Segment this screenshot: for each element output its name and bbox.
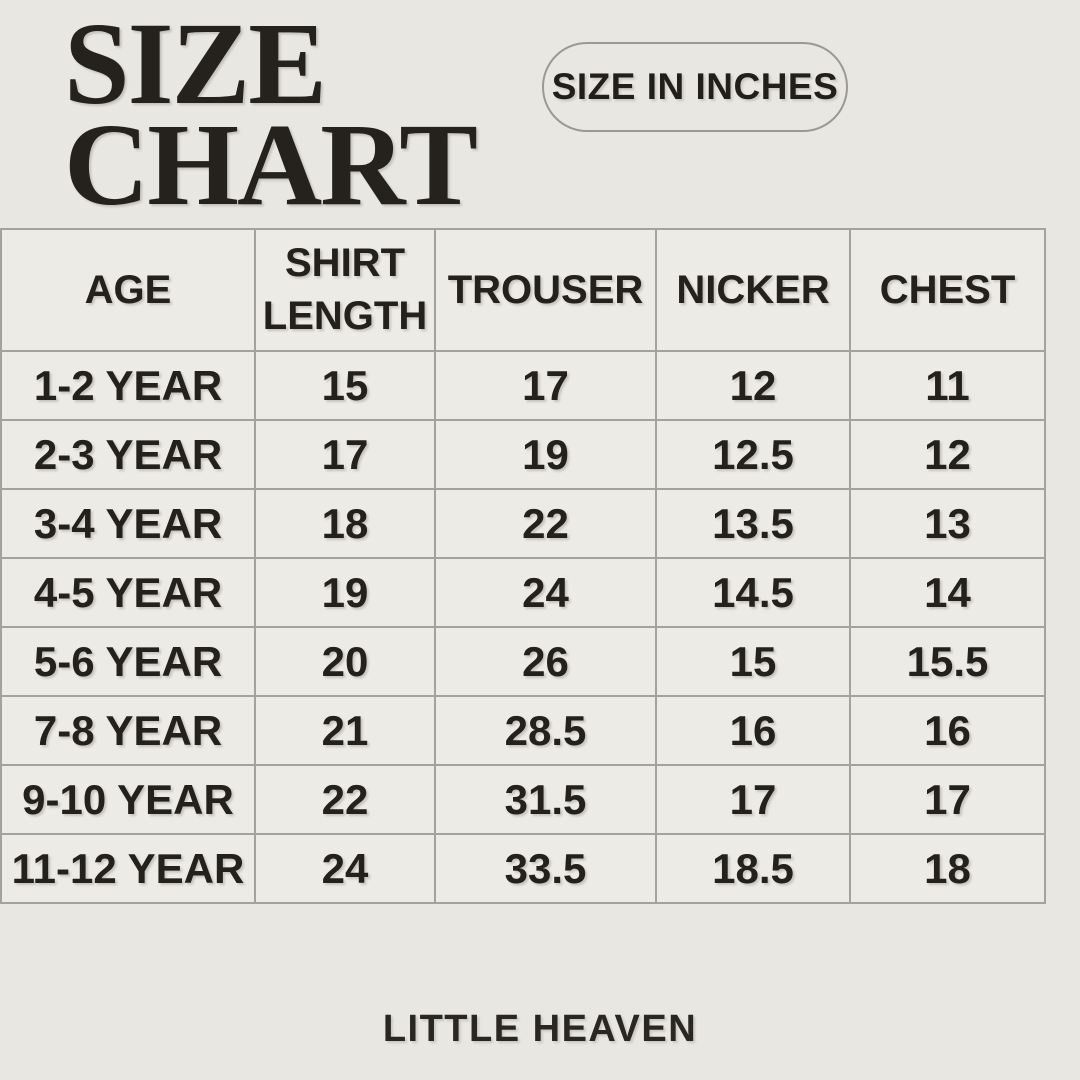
size-value-cell: 13 [849,488,1046,559]
size-table-row: 9-10 YEAR 22 31.5 17 17 [0,764,1046,835]
size-value-cell: 15.5 [849,626,1046,697]
size-value-cell: 31.5 [434,764,657,835]
size-value-cell: 17 [849,764,1046,835]
size-value-cell: 18.5 [655,833,851,904]
size-value-cell: 19 [434,419,657,490]
size-value-cell: 19 [254,557,436,628]
size-table-body: 1-2 YEAR 15 17 12 11 2-3 YEAR 17 19 12.5 12 3-4 YE… [0,350,1046,904]
size-table-row: 2-3 YEAR 17 19 12.5 12 [0,419,1046,490]
age-cell: 4-5 YEAR [0,557,256,628]
size-table-header-row: AGE SHIRT LENGTH TROUSER NICKER CHEST [0,228,1046,352]
size-value-cell: 22 [254,764,436,835]
column-header-age: AGE [0,228,256,352]
units-badge: SIZE IN INCHES [542,42,848,132]
units-badge-label: SIZE IN INCHES [551,66,839,107]
size-value-cell: 20 [254,626,436,697]
age-cell: 1-2 YEAR [0,350,256,421]
size-value-cell: 18 [254,488,436,559]
brand-name: LITTLE HEAVEN [382,1008,698,1050]
size-table-row: 5-6 YEAR 20 26 15 15.5 [0,626,1046,697]
age-cell: 2-3 YEAR [0,419,256,490]
size-value-cell: 17 [655,764,851,835]
age-cell: 5-6 YEAR [0,626,256,697]
size-value-cell: 21 [254,695,436,766]
column-header-trouser: TROUSER [434,228,657,352]
size-table-row: 11-12 YEAR 24 33.5 18.5 18 [0,833,1046,904]
size-value-cell: 14.5 [655,557,851,628]
size-value-cell: 24 [254,833,436,904]
size-value-cell: 15 [655,626,851,697]
size-table-row: 3-4 YEAR 18 22 13.5 13 [0,488,1046,559]
size-value-cell: 17 [434,350,657,421]
column-header-chest: CHEST [849,228,1046,352]
age-cell: 7-8 YEAR [0,695,256,766]
size-value-cell: 22 [434,488,657,559]
age-cell: 3-4 YEAR [0,488,256,559]
size-table-row: 7-8 YEAR 21 28.5 16 16 [0,695,1046,766]
size-value-cell: 14 [849,557,1046,628]
size-value-cell: 13.5 [655,488,851,559]
size-table-row: 1-2 YEAR 15 17 12 11 [0,350,1046,421]
age-cell: 11-12 YEAR [0,833,256,904]
size-table-row: 4-5 YEAR 19 24 14.5 14 [0,557,1046,628]
column-header-shirt-length: SHIRT LENGTH [254,228,436,352]
size-value-cell: 11 [849,350,1046,421]
age-cell: 9-10 YEAR [0,764,256,835]
size-value-cell: 12 [655,350,851,421]
size-table: AGE SHIRT LENGTH TROUSER NICKER CHEST 1-… [0,228,1046,904]
size-value-cell: 12 [849,419,1046,490]
size-value-cell: 28.5 [434,695,657,766]
column-header-nicker: NICKER [655,228,851,352]
size-value-cell: 12.5 [655,419,851,490]
size-value-cell: 15 [254,350,436,421]
page-title: SIZE CHART [64,0,478,231]
size-value-cell: 16 [655,695,851,766]
size-value-cell: 24 [434,557,657,628]
size-value-cell: 18 [849,833,1046,904]
size-value-cell: 17 [254,419,436,490]
page-title-line-2: CHART [64,99,478,231]
page-title-line-1: SIZE [64,0,327,129]
size-value-cell: 33.5 [434,833,657,904]
size-value-cell: 16 [849,695,1046,766]
size-value-cell: 26 [434,626,657,697]
